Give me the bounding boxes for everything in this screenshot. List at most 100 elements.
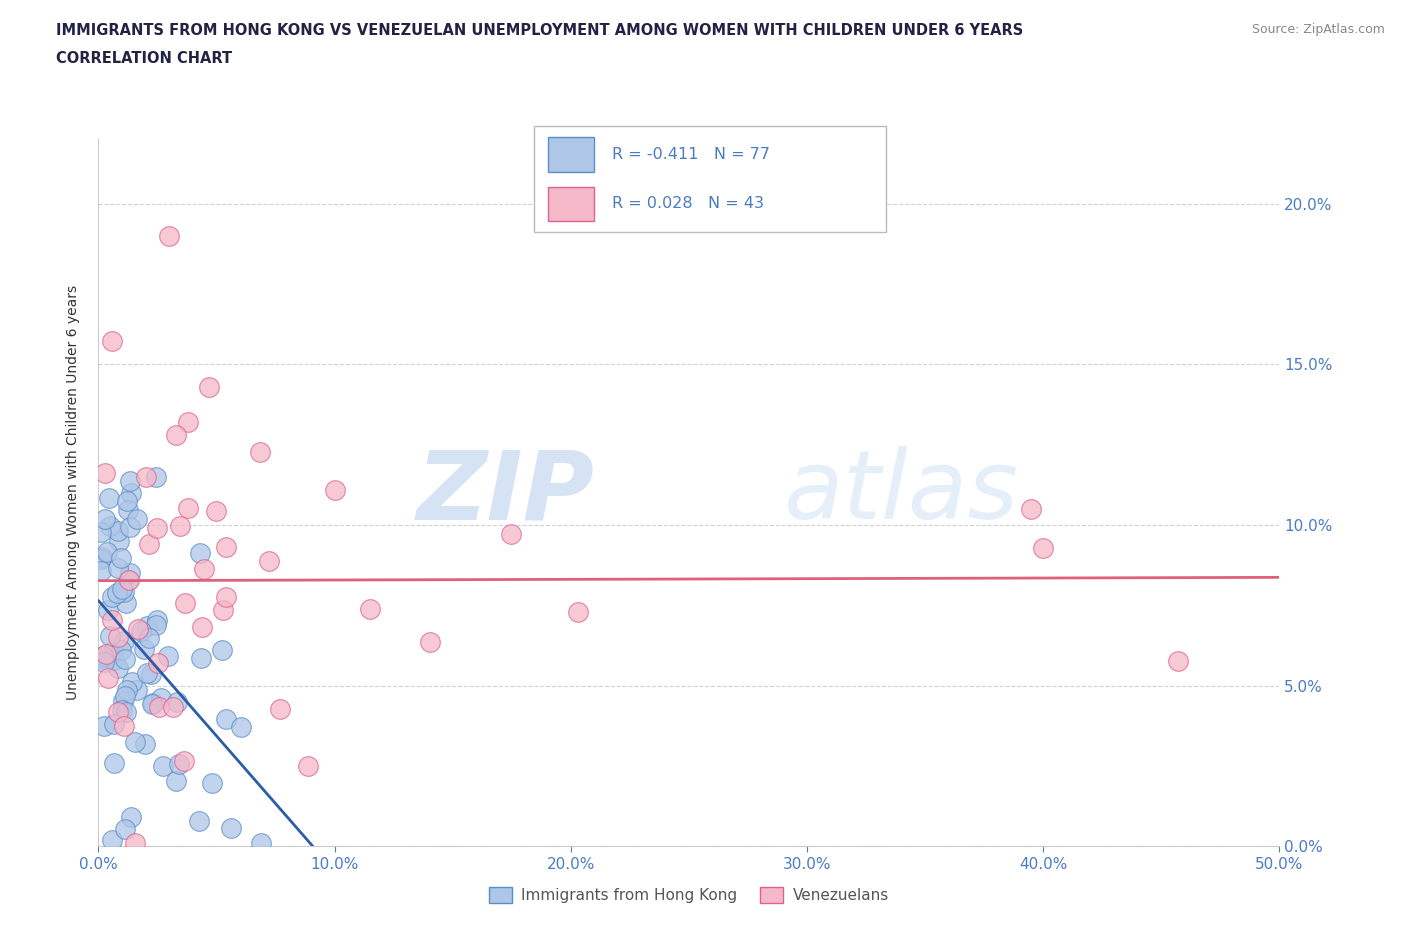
Point [118, 474, 141, 489]
Point [93, 655, 115, 670]
FancyBboxPatch shape [534, 126, 886, 232]
Point [94, 465, 117, 480]
Point [111, 582, 134, 597]
Point [212, 603, 235, 618]
Point [91, 649, 114, 664]
Point [121, 485, 143, 500]
Point [114, 652, 136, 667]
Point [205, 503, 228, 518]
Point [101, 590, 124, 604]
Point [215, 712, 238, 727]
Text: Source: ZipAtlas.com: Source: ZipAtlas.com [1251, 23, 1385, 36]
Point [127, 621, 149, 636]
FancyBboxPatch shape [548, 187, 593, 220]
Point [107, 524, 129, 538]
Text: R = -0.411   N = 77: R = -0.411 N = 77 [612, 147, 769, 162]
Point [97, 491, 120, 506]
Point [269, 702, 291, 717]
Point [115, 683, 138, 698]
Point [107, 630, 129, 644]
Point [134, 737, 156, 751]
Point [229, 720, 252, 735]
Point [152, 759, 174, 774]
Point [117, 502, 139, 517]
Point [93, 512, 115, 526]
Point [146, 521, 169, 536]
Point [173, 595, 195, 610]
Point [97, 603, 120, 618]
Point [249, 445, 271, 459]
Point [124, 836, 146, 851]
Point [111, 703, 134, 718]
Point [114, 689, 136, 704]
Point [90, 551, 112, 566]
Point [118, 519, 141, 534]
Point [191, 619, 214, 634]
FancyBboxPatch shape [548, 138, 593, 171]
Point [419, 634, 441, 649]
Point [90, 651, 112, 666]
Point [323, 483, 346, 498]
Point [177, 500, 200, 515]
Point [201, 775, 224, 790]
Point [135, 618, 157, 633]
Point [139, 667, 162, 682]
Point [112, 585, 135, 600]
Point [360, 602, 382, 617]
Point [114, 822, 136, 837]
Point [149, 690, 172, 705]
Point [110, 551, 132, 565]
Point [110, 643, 132, 658]
Point [124, 735, 146, 750]
Point [117, 573, 139, 588]
Point [257, 554, 280, 569]
Point [249, 836, 271, 851]
Text: IMMIGRANTS FROM HONG KONG VS VENEZUELAN UNEMPLOYMENT AMONG WOMEN WITH CHILDREN U: IMMIGRANTS FROM HONG KONG VS VENEZUELAN … [56, 23, 1024, 38]
Point [142, 696, 165, 711]
Point [198, 379, 221, 394]
Point [1021, 501, 1043, 516]
Point [211, 643, 233, 658]
Point [166, 695, 188, 710]
Point [1032, 540, 1054, 555]
Point [146, 612, 169, 627]
Point [215, 540, 238, 555]
Point [148, 656, 170, 671]
Point [138, 537, 160, 551]
Point [120, 810, 142, 825]
Point [136, 666, 159, 681]
Point [148, 700, 170, 715]
Point [177, 415, 200, 430]
Point [103, 653, 125, 668]
Point [111, 694, 134, 709]
Point [121, 674, 143, 689]
Point [98, 629, 121, 644]
Point [103, 756, 125, 771]
Point [103, 717, 125, 732]
Point [112, 719, 135, 734]
Point [96, 646, 118, 661]
Point [98, 518, 121, 533]
Point [567, 604, 589, 619]
Point [188, 813, 211, 828]
Point [118, 565, 141, 580]
Point [97, 671, 120, 685]
Point [145, 618, 167, 632]
Point [115, 595, 138, 610]
Point [101, 644, 124, 658]
Text: R = 0.028   N = 43: R = 0.028 N = 43 [612, 196, 763, 211]
Point [107, 704, 129, 719]
Point [105, 586, 128, 601]
Point [501, 526, 523, 541]
Point [101, 613, 124, 628]
Point [193, 562, 215, 577]
Text: atlas: atlas [783, 446, 1018, 539]
Point [215, 590, 238, 604]
Point [118, 573, 141, 588]
Point [173, 754, 195, 769]
Point [107, 561, 129, 576]
Point [297, 758, 319, 773]
Text: CORRELATION CHART: CORRELATION CHART [56, 51, 232, 66]
Point [1167, 653, 1189, 668]
Legend: Immigrants from Hong Kong, Venezuelans: Immigrants from Hong Kong, Venezuelans [484, 881, 894, 910]
